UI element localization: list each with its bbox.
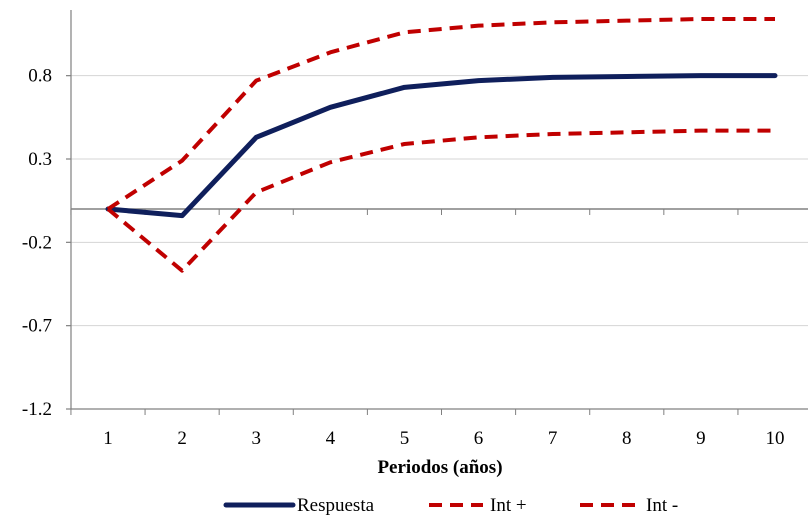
series-line-3 bbox=[106, 128, 775, 273]
gridlines bbox=[71, 75, 808, 410]
x-axis-title: Periodos (años) bbox=[377, 457, 502, 478]
y-tick-label: -0.2 bbox=[22, 232, 52, 253]
tick-labels: 0.8 0.3 -0.2 -0.7 -1.2 1 2 3 4 5 6 7 8 9 10 bbox=[22, 66, 785, 449]
x-tick-label: 10 bbox=[766, 428, 785, 449]
y-tick-label: -0.7 bbox=[22, 316, 52, 337]
series-lines bbox=[105, 17, 778, 273]
axes bbox=[66, 10, 808, 415]
legend-label-1: Respuesta bbox=[297, 495, 375, 516]
legend: Respuesta Int + Int - bbox=[223, 495, 678, 516]
x-tick-label: 1 bbox=[103, 428, 113, 449]
x-tick-label: 5 bbox=[400, 428, 410, 449]
x-tick-label: 4 bbox=[326, 428, 336, 449]
x-tick-label: 6 bbox=[474, 428, 484, 449]
series-line-2 bbox=[106, 17, 775, 211]
legend-label-2: Int + bbox=[490, 495, 527, 516]
legend-label-3: Int - bbox=[646, 495, 678, 516]
x-tick-label: 8 bbox=[622, 428, 632, 449]
y-tick-label: 0.3 bbox=[28, 149, 52, 170]
x-tick-label: 7 bbox=[548, 428, 558, 449]
x-tick-label: 9 bbox=[696, 428, 706, 449]
y-tick-label: -1.2 bbox=[22, 399, 52, 420]
x-tick-label: 2 bbox=[177, 428, 187, 449]
y-tick-label: 0.8 bbox=[28, 66, 52, 87]
x-tick-label: 3 bbox=[251, 428, 261, 449]
series-line-1 bbox=[105, 73, 778, 219]
